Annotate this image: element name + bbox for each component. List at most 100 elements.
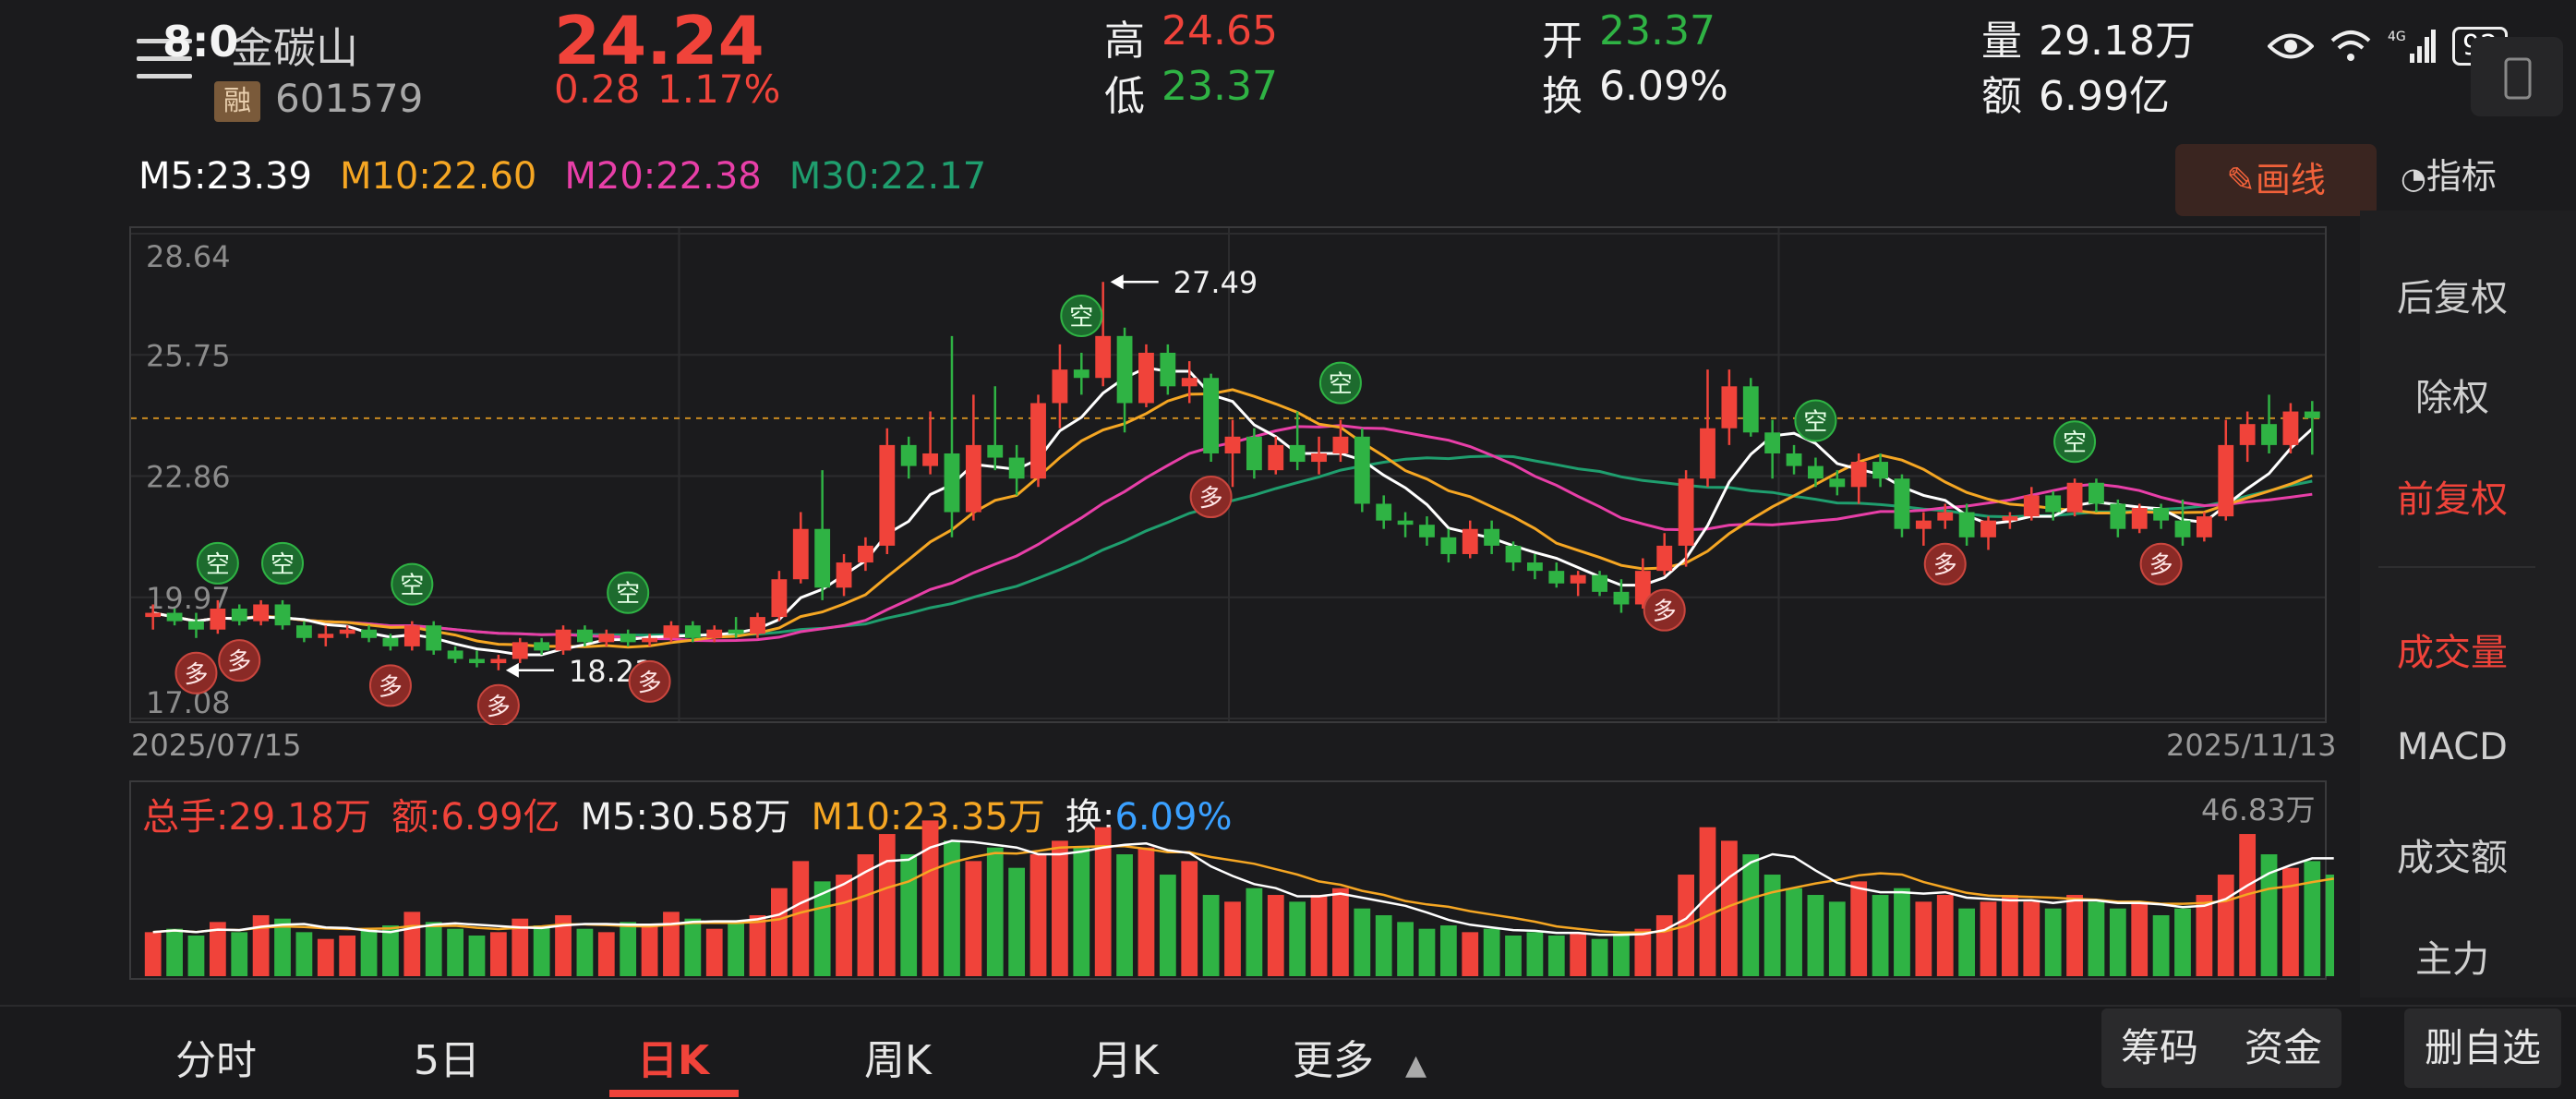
stock-name[interactable]: 金碳山 — [231, 23, 358, 73]
candle-body — [2282, 411, 2299, 445]
tab-daily-k[interactable]: 日K — [637, 1037, 710, 1084]
volume-bar — [2282, 867, 2299, 976]
candle — [576, 625, 593, 646]
candle-body — [598, 634, 615, 643]
candle-body — [1268, 444, 1284, 471]
volume-bar — [274, 918, 291, 976]
tab-5day[interactable]: 5日 — [414, 1037, 480, 1084]
short-signal-bubble — [391, 562, 434, 606]
volume-bar — [620, 922, 637, 976]
candle — [2131, 503, 2148, 534]
candle-body — [2153, 508, 2170, 521]
short-signal-marker: 空 — [1060, 294, 1103, 337]
long-signal-label: 多 — [379, 673, 403, 701]
volume-bar — [144, 932, 162, 976]
volume-bar — [1267, 895, 1284, 976]
tab-more[interactable]: 更多 ▲ — [1293, 1027, 1426, 1086]
signal-icon: 4G — [2388, 30, 2436, 63]
tab-more-label: 更多 — [1293, 1037, 1374, 1084]
ma10-value: M10:22.60 — [339, 155, 537, 198]
candle — [642, 634, 657, 646]
volume-bar — [728, 922, 745, 976]
long-signal-marker: 多 — [368, 664, 412, 707]
candle — [426, 621, 442, 655]
candle — [1397, 512, 1414, 537]
volume-bar — [1915, 901, 1932, 976]
pencil-icon: ✎ — [2226, 160, 2256, 200]
candle — [555, 625, 572, 655]
candle — [295, 621, 312, 643]
candle-body — [728, 629, 744, 634]
volume-bar — [857, 854, 874, 976]
panel-divider — [2378, 566, 2535, 568]
candle — [2304, 401, 2320, 455]
candle — [792, 512, 809, 584]
candle-body — [663, 625, 680, 638]
option-macd[interactable]: MACD — [2397, 726, 2508, 768]
volume-bar — [2131, 901, 2149, 976]
option-main-force[interactable]: 主力 — [2415, 938, 2489, 981]
option-amount[interactable]: 成交额 — [2397, 837, 2508, 879]
option-back-adjust[interactable]: 后复权 — [2397, 277, 2508, 320]
turnover-value: 6.09% — [1599, 63, 1728, 110]
candle — [879, 428, 896, 554]
volume-bar — [1289, 901, 1306, 976]
short-signal-marker: 空 — [607, 571, 650, 614]
candle — [188, 612, 204, 638]
volume-bar — [900, 854, 918, 976]
candle — [1505, 541, 1522, 572]
candle-body — [1095, 335, 1112, 379]
remove-watchlist-button[interactable]: 删自选 — [2404, 1008, 2561, 1088]
option-volume[interactable]: 成交量 — [2397, 632, 2508, 674]
volume-bar — [2217, 875, 2234, 976]
option-forward-adjust[interactable]: 前复权 — [2397, 478, 2508, 521]
candle — [1311, 436, 1327, 475]
volume-bar — [684, 918, 702, 976]
candle — [1138, 344, 1154, 408]
candle — [836, 553, 852, 597]
date-start-label: 2025/07/15 — [131, 728, 302, 763]
volume-chart[interactable] — [129, 780, 2334, 984]
volume-bar — [2239, 834, 2257, 976]
funds-button[interactable]: 资金 — [2245, 1025, 2323, 1070]
tab-intraday[interactable]: 分时 — [175, 1037, 257, 1084]
candle — [2153, 503, 2170, 529]
option-ex-rights[interactable]: 除权 — [2415, 377, 2489, 419]
candle-body — [1332, 436, 1349, 453]
long-signal-label: 多 — [1653, 598, 1677, 626]
volume-bar — [1591, 938, 1608, 976]
candle — [2261, 394, 2277, 453]
tab-monthly-k[interactable]: 月K — [1091, 1037, 1159, 1084]
long-signal-marker: 多 — [1923, 542, 1967, 586]
draw-line-button[interactable]: ✎画线 — [2175, 144, 2377, 216]
short-signal-marker: 空 — [391, 562, 434, 606]
candle — [1592, 571, 1607, 597]
candle-body — [1419, 525, 1435, 537]
menu-icon[interactable] — [137, 39, 192, 83]
candle-body — [1742, 386, 1759, 433]
candle — [447, 646, 463, 664]
short-signal-label: 空 — [616, 581, 640, 609]
volume-bar — [1202, 895, 1220, 976]
candle-body — [1592, 574, 1607, 592]
long-signal-label: 多 — [184, 661, 208, 689]
volume-bar — [921, 820, 939, 976]
chips-button[interactable]: 筹码 — [2120, 1025, 2198, 1070]
long-signal-marker: 多 — [218, 639, 261, 682]
long-signal-bubble — [175, 651, 218, 694]
volume-bar — [2044, 908, 2062, 976]
amount-label: 额 — [1981, 73, 2022, 120]
short-signal-marker: 空 — [1794, 399, 1837, 442]
volume-bar — [813, 881, 831, 976]
candle-body — [1613, 591, 1630, 605]
candle-body — [1958, 512, 1975, 537]
candle-body — [620, 634, 636, 643]
tab-weekly-k[interactable]: 周K — [864, 1037, 932, 1084]
window-toggle-button[interactable] — [2471, 37, 2563, 116]
candle-body — [1397, 520, 1414, 525]
candle-body — [2218, 444, 2234, 517]
long-signal-label: 多 — [1933, 552, 1957, 580]
candle-body — [490, 658, 507, 664]
indicator-button[interactable]: ◔指标 — [2401, 148, 2497, 199]
